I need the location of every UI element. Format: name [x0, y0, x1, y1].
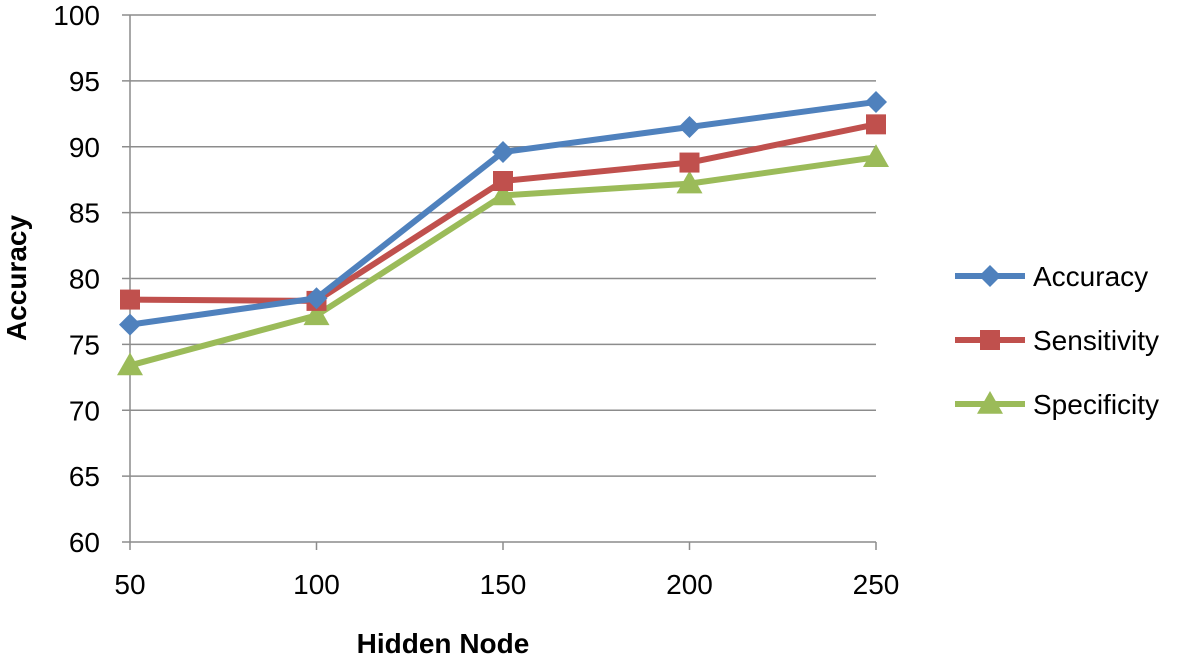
y-tick-label: 75: [69, 329, 100, 360]
data-point: [305, 287, 328, 310]
x-tick-label: 150: [480, 569, 527, 600]
data-point: [865, 90, 887, 113]
y-tick-label: 60: [69, 527, 100, 558]
legend-marker: [977, 391, 1003, 414]
data-point: [866, 114, 886, 135]
data-point: [120, 289, 140, 310]
series-layer: [117, 90, 889, 376]
data-point: [676, 170, 703, 194]
y-tick-label: 90: [69, 132, 100, 163]
data-point: [679, 152, 700, 173]
data-point: [492, 141, 514, 164]
legend-label: Sensitivity: [1033, 325, 1159, 356]
y-tick-labels: 60 65 70 75 80 85 90 95 100: [53, 0, 100, 558]
data-point: [119, 313, 141, 336]
y-tick-label: 95: [69, 66, 100, 97]
gridlines: [130, 14, 876, 477]
data-point: [493, 171, 513, 192]
legend-label: Specificity: [1033, 389, 1159, 420]
data-point: [303, 302, 330, 326]
legend-marker: [979, 265, 1001, 287]
y-tick-label: 85: [69, 198, 100, 229]
data-point: [490, 182, 516, 206]
legend-item-specificity: Specificity: [955, 389, 1159, 420]
series-specificity: [117, 144, 889, 376]
y-tick-label: 80: [69, 264, 100, 295]
x-axis-title: Hidden Node: [357, 628, 530, 658]
data-point: [863, 144, 889, 168]
data-point: [117, 352, 143, 376]
x-tick-label: 50: [114, 569, 145, 600]
legend-marker: [980, 330, 1000, 350]
x-tick-labels: 50 100 150 200 250: [114, 569, 899, 600]
y-axis-title: Accuracy: [1, 215, 32, 342]
data-point: [678, 115, 701, 138]
legend: Accuracy Sensitivity Specificity: [955, 261, 1159, 420]
axes: [122, 14, 877, 550]
legend-item-sensitivity: Sensitivity: [955, 325, 1159, 356]
x-tick-label: 250: [853, 569, 900, 600]
y-tick-label: 65: [69, 461, 100, 492]
x-tick-label: 100: [293, 569, 340, 600]
y-tick-label: 70: [69, 395, 100, 426]
series-accuracy: [119, 90, 887, 336]
legend-label: Accuracy: [1033, 261, 1148, 292]
y-tick-label: 100: [53, 0, 100, 31]
legend-item-accuracy: Accuracy: [955, 261, 1148, 292]
x-tick-label: 200: [666, 569, 713, 600]
